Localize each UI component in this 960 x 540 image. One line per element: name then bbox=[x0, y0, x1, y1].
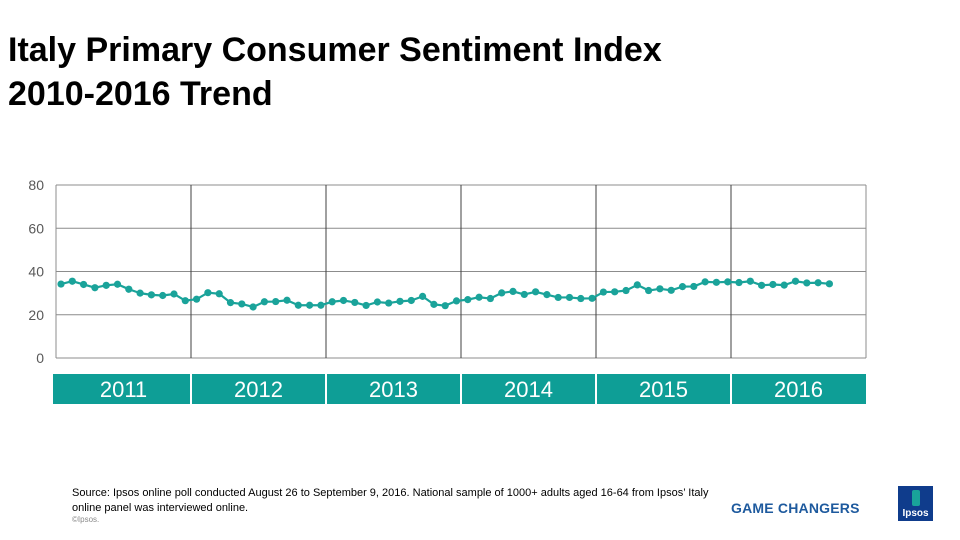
data-point bbox=[452, 297, 461, 305]
data-point bbox=[814, 279, 822, 287]
data-point bbox=[509, 287, 517, 295]
data-point bbox=[667, 286, 675, 294]
data-point bbox=[102, 281, 110, 289]
data-point bbox=[486, 294, 494, 303]
data-point bbox=[464, 296, 472, 304]
data-point bbox=[204, 289, 212, 297]
game-changers-tagline: GAME CHANGERS bbox=[731, 500, 860, 516]
data-point bbox=[735, 278, 743, 287]
data-point bbox=[260, 298, 268, 306]
data-point bbox=[724, 278, 732, 286]
data-point bbox=[238, 300, 246, 308]
data-point bbox=[283, 296, 291, 304]
y-tick-label: 0 bbox=[36, 350, 44, 366]
data-point bbox=[803, 279, 811, 287]
data-point bbox=[825, 280, 834, 288]
x-year-label: 2011 bbox=[100, 377, 147, 402]
data-point bbox=[317, 301, 325, 309]
y-tick-label: 20 bbox=[28, 307, 44, 323]
data-point bbox=[554, 293, 562, 302]
chart-title: Italy Primary Consumer Sentiment Index 2… bbox=[8, 28, 662, 116]
data-point bbox=[226, 299, 235, 307]
source-note: Source: Ipsos online poll conducted Augu… bbox=[72, 487, 709, 514]
data-point bbox=[306, 301, 314, 309]
data-point bbox=[588, 294, 596, 302]
data-point bbox=[407, 296, 415, 305]
data-point bbox=[249, 303, 257, 311]
data-point bbox=[373, 298, 381, 306]
data-point bbox=[68, 277, 76, 285]
data-point bbox=[170, 290, 178, 298]
x-year-label: 2012 bbox=[234, 377, 283, 402]
x-year-label: 2015 bbox=[639, 377, 688, 402]
y-tick-label: 60 bbox=[28, 220, 44, 236]
x-year-label: 2016 bbox=[774, 377, 823, 402]
data-point bbox=[758, 281, 766, 289]
data-point bbox=[633, 281, 641, 289]
chart-title-line-1: Italy Primary Consumer Sentiment Index bbox=[8, 31, 662, 69]
data-point bbox=[385, 299, 393, 307]
data-point bbox=[475, 293, 483, 301]
data-point bbox=[136, 289, 144, 297]
data-point bbox=[147, 291, 155, 299]
line-chart: 0 20 40 60 80 2011 2012 2013 2014 2015 2016 bbox=[28, 177, 867, 404]
data-point bbox=[419, 292, 427, 300]
data-point bbox=[441, 302, 449, 310]
data-point bbox=[57, 280, 65, 288]
year-band bbox=[53, 374, 866, 404]
data-point bbox=[113, 280, 122, 288]
data-point bbox=[91, 284, 99, 292]
data-point bbox=[769, 280, 777, 289]
data-point bbox=[543, 291, 551, 299]
ipsos-logo-mark-icon bbox=[912, 490, 920, 506]
data-point bbox=[780, 281, 788, 289]
ipsos-logo-text: Ipsos bbox=[902, 508, 929, 519]
data-point bbox=[294, 301, 302, 309]
ipsos-logo: Ipsos bbox=[898, 486, 933, 521]
copyright-note: ©Ipsos. bbox=[72, 515, 100, 524]
data-point bbox=[645, 286, 653, 295]
data-point bbox=[181, 297, 189, 305]
data-point bbox=[690, 282, 698, 291]
data-point bbox=[430, 300, 438, 308]
data-point bbox=[272, 297, 280, 306]
x-year-label: 2014 bbox=[504, 377, 553, 402]
data-point bbox=[362, 301, 370, 310]
data-point bbox=[125, 285, 133, 293]
data-point bbox=[193, 295, 201, 303]
data-point bbox=[396, 297, 404, 305]
data-point bbox=[351, 298, 359, 307]
data-point bbox=[532, 288, 540, 296]
data-point bbox=[498, 289, 506, 297]
data-point bbox=[611, 288, 619, 296]
data-point bbox=[159, 291, 167, 300]
data-point bbox=[701, 278, 709, 286]
y-tick-label: 80 bbox=[28, 177, 44, 193]
data-point bbox=[520, 290, 528, 299]
data-point bbox=[746, 277, 754, 285]
data-point bbox=[622, 286, 630, 295]
data-point bbox=[328, 298, 336, 306]
data-point bbox=[656, 285, 664, 293]
data-point bbox=[712, 278, 721, 286]
data-point bbox=[215, 290, 223, 298]
data-point bbox=[791, 277, 800, 285]
data-point bbox=[577, 294, 585, 303]
chart-title-line-2: 2010-2016 Trend bbox=[8, 75, 273, 113]
y-tick-label: 40 bbox=[28, 264, 44, 280]
data-point bbox=[678, 283, 687, 291]
data-point bbox=[80, 280, 88, 289]
data-point bbox=[565, 293, 574, 302]
x-year-label: 2013 bbox=[369, 377, 418, 402]
data-point bbox=[599, 288, 608, 296]
data-point bbox=[339, 296, 348, 305]
